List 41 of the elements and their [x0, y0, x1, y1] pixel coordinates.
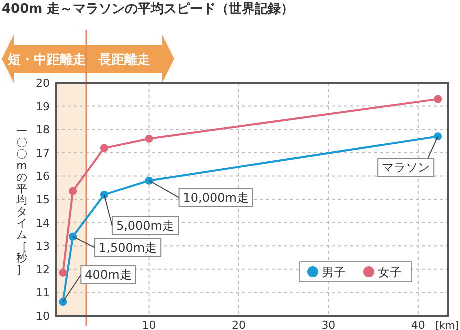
point — [69, 232, 78, 241]
x-axis-title: [km] — [436, 321, 460, 330]
x-tick-label: 40 — [411, 319, 426, 330]
point — [100, 190, 108, 199]
text: 長距離走 — [98, 53, 150, 68]
annotation: 400m走 — [85, 268, 132, 282]
point — [69, 187, 78, 196]
annotation: 10,000m走 — [183, 190, 249, 205]
y-tick-label: 15 — [36, 194, 50, 206]
annotation: 1,500m走 — [72, 236, 162, 258]
point — [100, 144, 108, 152]
y-tick-label: 11 — [36, 286, 50, 300]
point — [59, 298, 68, 306]
annotation: 5,000m走 — [116, 218, 174, 233]
point — [59, 268, 68, 277]
y-tick-label: 18 — [36, 124, 50, 137]
y-tick-label: 16 — [36, 170, 50, 184]
x-tick-label: 30 — [322, 319, 336, 330]
x-tick-label: 20 — [232, 319, 246, 330]
x-tick-label: 10 — [142, 319, 156, 330]
annotation: 1,500m走 — [99, 240, 158, 255]
chart-title: 400m 走～マラソンの平均スピード（世界記録） — [2, 1, 294, 17]
y-tick-label: 14 — [36, 216, 50, 230]
point — [145, 176, 154, 185]
y-tick-label: 19 — [36, 100, 50, 114]
point — [434, 95, 442, 104]
y-tick-label: 20 — [36, 77, 50, 90]
point — [145, 134, 154, 143]
y-tick-label: 17 — [36, 146, 50, 160]
annotation: 10,000m走 — [148, 180, 254, 208]
point — [434, 132, 442, 141]
y-tick-label: 12 — [36, 263, 50, 276]
y-tick-label: 13 — [36, 240, 50, 254]
annotation: マラソン — [382, 160, 430, 175]
annotation: 400m走 — [62, 266, 136, 303]
annotation: マラソン — [378, 136, 439, 178]
legend-label: 男子 — [322, 266, 346, 280]
annotation: 5,000m走 — [104, 194, 179, 236]
legend-label: 女子 — [378, 266, 402, 280]
band-label: 短・中距離走 — [7, 53, 86, 68]
y-axis-title: 一〇〇mの平均タイム［秒］ — [16, 125, 28, 276]
